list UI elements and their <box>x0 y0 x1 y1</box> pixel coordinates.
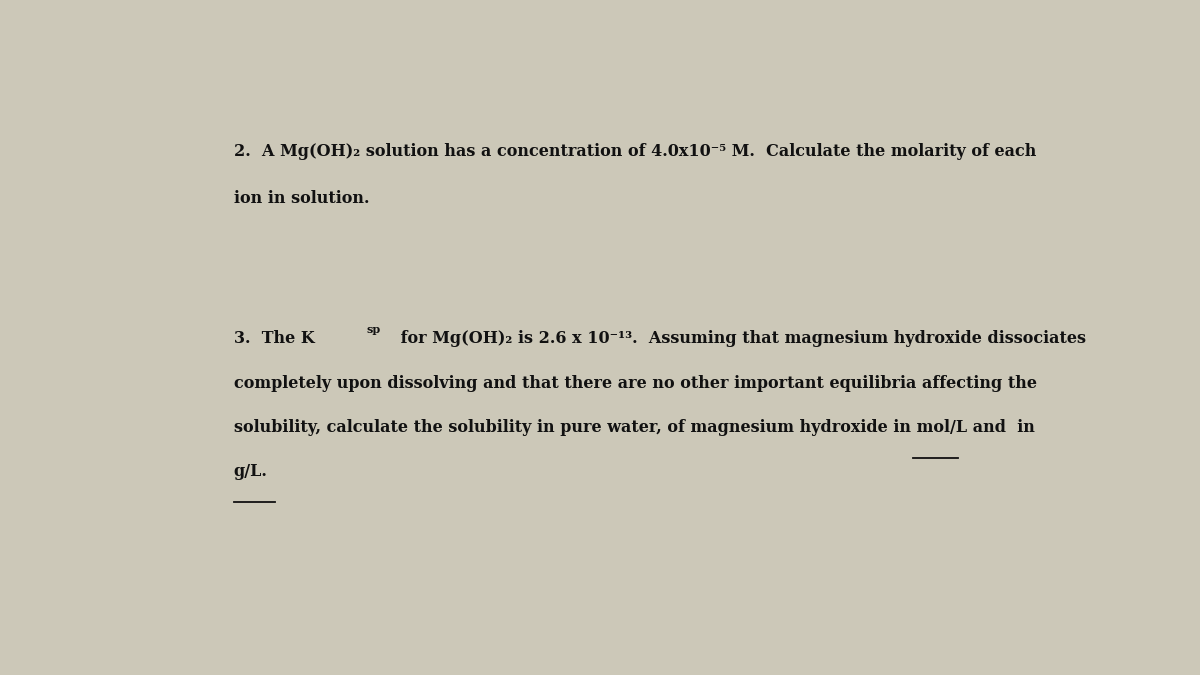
Text: solubility, calculate the solubility in pure water, of magnesium hydroxide in mo: solubility, calculate the solubility in … <box>234 418 1034 436</box>
Text: ion in solution.: ion in solution. <box>234 190 370 207</box>
Text: completely upon dissolving and that there are no other important equilibria affe: completely upon dissolving and that ther… <box>234 375 1037 392</box>
Text: g/L.: g/L. <box>234 463 268 480</box>
Text: sp: sp <box>367 324 380 335</box>
Text: for Mg(OH)₂ is 2.6 x 10⁻¹³.  Assuming that magnesium hydroxide dissociates: for Mg(OH)₂ is 2.6 x 10⁻¹³. Assuming tha… <box>395 331 1086 348</box>
Text: 3.  The K: 3. The K <box>234 331 314 348</box>
Text: 2.  A Mg(OH)₂ solution has a concentration of 4.0x10⁻⁵ M.  Calculate the molarit: 2. A Mg(OH)₂ solution has a concentratio… <box>234 143 1036 161</box>
